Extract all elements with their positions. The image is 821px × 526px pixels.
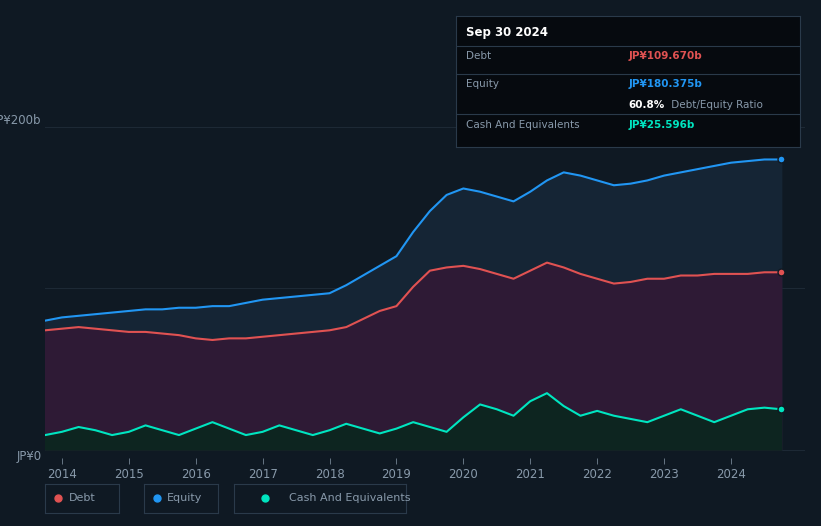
Text: Sep 30 2024: Sep 30 2024 [466,26,548,39]
Text: JP¥0: JP¥0 [16,450,41,462]
Text: JP¥109.670b: JP¥109.670b [628,52,702,62]
Text: Equity: Equity [167,493,203,503]
Text: Debt: Debt [466,52,491,62]
Text: JP¥25.596b: JP¥25.596b [628,120,695,130]
Text: JP¥200b: JP¥200b [0,114,41,127]
Text: Debt/Equity Ratio: Debt/Equity Ratio [667,100,763,110]
Text: Debt: Debt [69,493,95,503]
Text: Equity: Equity [466,79,499,89]
Text: Cash And Equivalents: Cash And Equivalents [289,493,410,503]
Text: 60.8%: 60.8% [628,100,664,110]
Text: JP¥180.375b: JP¥180.375b [628,79,702,89]
Text: Cash And Equivalents: Cash And Equivalents [466,120,580,130]
